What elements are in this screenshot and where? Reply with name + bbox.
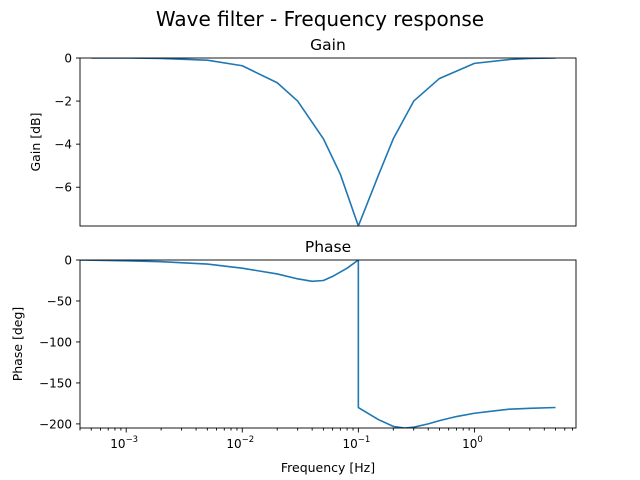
gain-series-line — [91, 58, 556, 226]
gain-ytick-label: −2 — [54, 95, 72, 109]
phase-ytick-label: −100 — [39, 335, 72, 349]
phase-title: Phase — [305, 238, 351, 256]
gain-ylabel: Gain [dB] — [28, 113, 43, 172]
figure-title: Wave filter - Frequency response — [156, 7, 484, 31]
gain-axes-frame — [79, 57, 577, 227]
phase-ytick-label: −150 — [39, 376, 72, 390]
phase-subplot: Phase Phase [deg] 0 −50 −100 −150 −200 10−3 10−2… — [10, 238, 577, 475]
gain-title: Gain — [310, 36, 346, 54]
gain-ytick-label: −6 — [54, 181, 72, 195]
phase-ylabel: Phase [deg] — [10, 307, 25, 382]
phase-ytick-label: −50 — [47, 294, 72, 308]
phase-xtick-label: 100 — [462, 435, 483, 451]
phase-xlabel: Frequency [Hz] — [281, 460, 375, 475]
phase-xtick-label: 10−2 — [226, 435, 254, 451]
phase-series-line — [80, 260, 556, 428]
phase-ytick-label: −200 — [39, 417, 72, 431]
gain-ytick-label: 0 — [64, 52, 72, 66]
phase-axes-frame — [79, 259, 577, 429]
phase-xtick-label: 10−3 — [110, 435, 138, 451]
gain-ytick-label: −4 — [54, 138, 72, 152]
gain-subplot: Gain Gain [dB] 0 −2 −4 −6 — [28, 36, 577, 227]
phase-ytick-label: 0 — [64, 254, 72, 268]
phase-xtick-label: 10−1 — [342, 435, 370, 451]
